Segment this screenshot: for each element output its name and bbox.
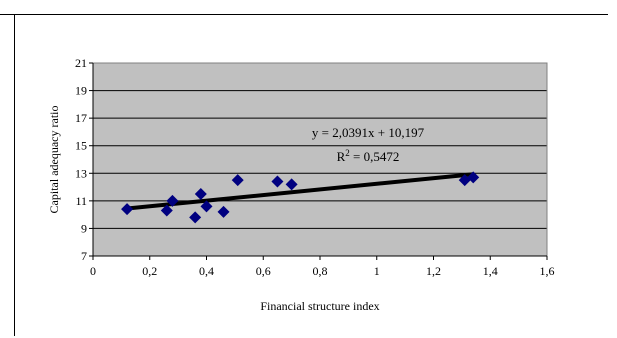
data-point-marker: [189, 211, 202, 224]
gridlines: [93, 90, 547, 229]
trendline-equation: y = 2,0391x + 10,197: [312, 125, 425, 140]
data-point-marker: [200, 200, 213, 213]
x-tick-label: 0,4: [199, 264, 214, 278]
y-tick-label: 11: [75, 194, 87, 208]
data-point-marker: [285, 178, 298, 191]
r-squared-base: R: [337, 149, 346, 164]
data-point-marker: [231, 174, 244, 187]
r-squared-label: R2 = 0,5472: [337, 148, 400, 164]
x-axis-ticks: 0 0,2 0,4 0,6 0,8 1 1,2 1,4 1,6: [90, 256, 555, 278]
x-tick-label: 0,8: [313, 264, 328, 278]
data-point-marker: [467, 171, 480, 184]
data-point-marker: [160, 204, 173, 217]
x-tick-label: 0,6: [256, 264, 271, 278]
r-squared-exponent: 2: [345, 148, 350, 158]
chart-frame-top-border: [0, 14, 608, 15]
data-point-marker: [271, 175, 284, 188]
chart-frame-left-border: [14, 14, 15, 336]
trendline: [126, 172, 474, 211]
data-points: [121, 171, 480, 224]
y-tick-label: 17: [75, 111, 87, 125]
y-tick-label: 7: [81, 249, 87, 263]
data-point-marker: [166, 194, 179, 207]
data-point-marker: [217, 205, 230, 218]
r-squared-value: = 0,5472: [350, 149, 400, 164]
data-point-marker: [194, 187, 207, 200]
plot-area: [93, 63, 547, 256]
y-tick-label: 21: [75, 56, 87, 70]
x-axis-title: Financial structure index: [260, 299, 379, 313]
y-tick-label: 9: [81, 221, 87, 235]
y-tick-label: 13: [75, 166, 87, 180]
data-point-marker: [121, 203, 134, 216]
x-tick-label: 1,4: [483, 264, 498, 278]
x-tick-label: 0,2: [142, 264, 157, 278]
y-axis-ticks: 7 9 11 13 15 17 19 21: [75, 56, 93, 263]
x-tick-label: 1,6: [540, 264, 555, 278]
y-tick-label: 19: [75, 84, 87, 98]
x-tick-label: 0: [90, 264, 96, 278]
y-tick-label: 15: [75, 139, 87, 153]
y-axis-title: Capital adequacy ratio: [47, 106, 61, 214]
x-tick-label: 1: [374, 264, 380, 278]
x-tick-label: 1,2: [426, 264, 441, 278]
